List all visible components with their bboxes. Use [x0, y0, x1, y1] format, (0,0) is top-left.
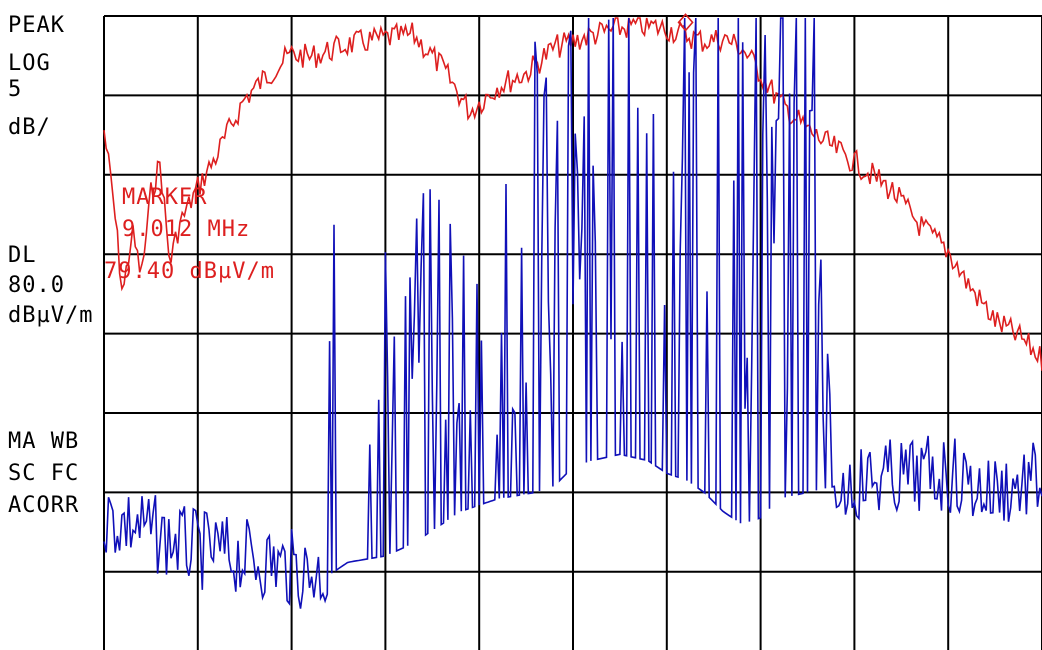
marker-frequency: 9.012 MHz: [122, 217, 251, 242]
display-line-value: 80.0: [8, 273, 65, 298]
peak-trace-line: [103, 17, 1042, 371]
scale-type-label: LOG: [8, 51, 51, 76]
scale-value-label: 5: [8, 77, 23, 102]
marker-symbol: [677, 13, 694, 32]
display-line-unit: dBµV/m: [8, 303, 94, 328]
marker-title: MARKER: [122, 185, 208, 210]
marker-level: 79.40 dBµV/m: [104, 259, 275, 284]
live-trace-line: [103, 17, 1042, 609]
mode-line-3: ACORR: [8, 493, 80, 518]
mode-line-1: MA WB: [8, 429, 80, 454]
scale-unit-label: dB/: [8, 115, 51, 140]
mode-line-2: SC FC: [8, 461, 80, 486]
detector-label: PEAK: [8, 13, 65, 38]
display-line-title: DL: [8, 243, 37, 268]
